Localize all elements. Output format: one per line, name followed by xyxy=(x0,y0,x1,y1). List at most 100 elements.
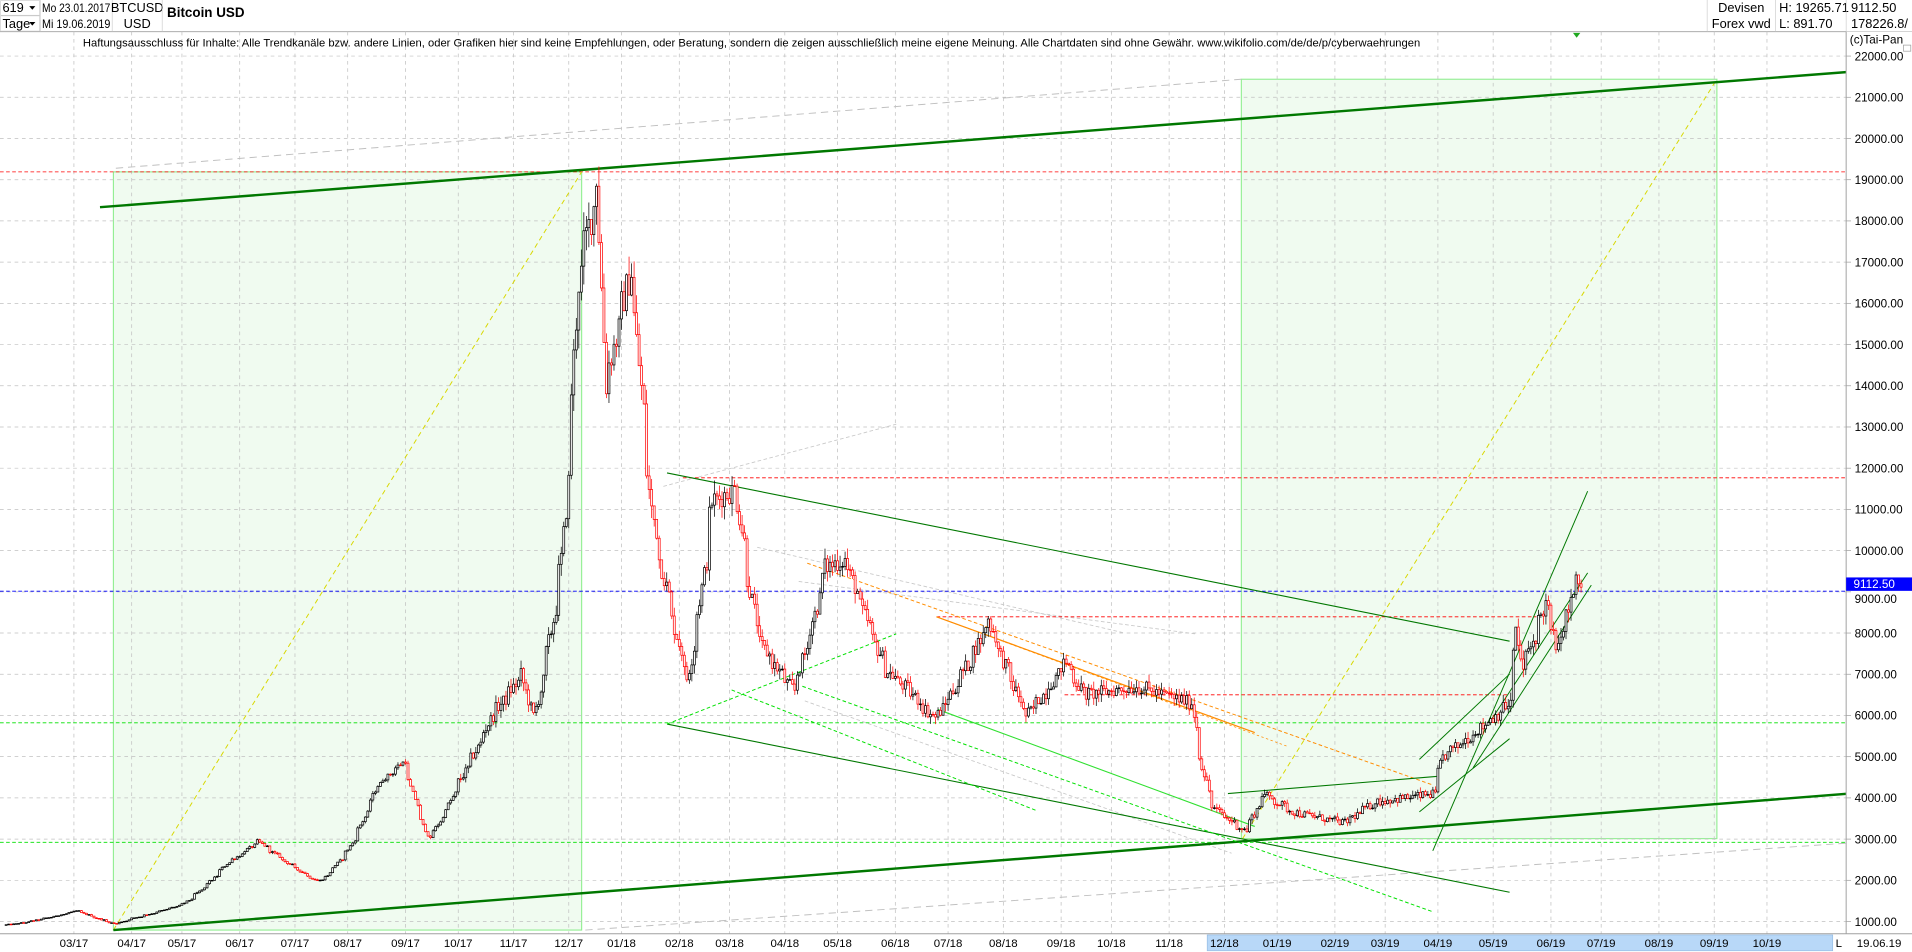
candle-body xyxy=(87,914,91,916)
candle-body xyxy=(1466,738,1470,744)
candle xyxy=(509,678,513,698)
candle-body xyxy=(1373,803,1377,809)
candle-body xyxy=(1273,798,1276,806)
candle xyxy=(577,291,581,349)
axis-scale-toggle[interactable] xyxy=(1903,44,1912,52)
candle xyxy=(921,699,925,717)
candle xyxy=(1074,678,1078,692)
candle xyxy=(507,681,510,707)
candle xyxy=(720,491,724,518)
candle-body xyxy=(72,910,76,913)
candle xyxy=(557,555,561,621)
candle-body xyxy=(268,845,272,853)
volume: 178226.8/ xyxy=(1851,16,1908,31)
visible-range-scrollbar[interactable] xyxy=(1206,934,1834,952)
candle-body xyxy=(107,921,111,924)
candle-body xyxy=(396,764,400,769)
candle xyxy=(655,519,659,540)
candle xyxy=(1009,662,1013,690)
candle-body xyxy=(544,646,548,676)
candle xyxy=(1388,798,1392,808)
candle-body xyxy=(168,907,171,910)
candle xyxy=(215,875,219,878)
candle xyxy=(117,922,121,925)
candle-body xyxy=(1333,816,1337,819)
candle-body xyxy=(1426,794,1430,796)
candle-body xyxy=(778,668,782,672)
candle xyxy=(946,692,950,711)
candle xyxy=(1393,794,1397,803)
candle-body xyxy=(1326,817,1329,822)
candle xyxy=(637,323,641,367)
candle xyxy=(863,600,867,611)
candle-body xyxy=(579,265,583,293)
candle-body xyxy=(562,526,566,554)
start-date[interactable]: Mo 23.01.2017 xyxy=(42,2,110,15)
scale-mode-label[interactable]: L xyxy=(1836,938,1842,950)
candle xyxy=(602,273,606,343)
candle xyxy=(39,918,43,921)
candle-body xyxy=(564,518,568,527)
candle-body xyxy=(984,627,988,634)
candle xyxy=(1544,593,1548,625)
candle-body xyxy=(723,492,726,508)
candle-body xyxy=(1049,688,1053,691)
candle-body xyxy=(718,495,721,500)
candle-body xyxy=(605,342,608,395)
candle-body xyxy=(1429,794,1432,798)
period-unit-dropdown[interactable]: Tage xyxy=(0,15,40,32)
candle-body xyxy=(650,489,654,507)
period-count-dropdown[interactable]: 619 xyxy=(0,0,40,16)
candle xyxy=(1408,794,1412,803)
candle-body xyxy=(1434,789,1437,793)
candle-body xyxy=(97,918,101,920)
time-axis[interactable]: 03/17 04/17 05/17 06/17 07/17 08/17 09/17 10/17… xyxy=(0,933,1912,952)
candle xyxy=(1022,698,1025,711)
candle-body xyxy=(1207,779,1211,792)
candle-body xyxy=(801,653,804,674)
y-tick-label: 12000.00 xyxy=(1855,462,1904,475)
candle xyxy=(308,875,312,879)
candle-body xyxy=(1529,646,1533,650)
candle xyxy=(29,920,33,923)
candle-body xyxy=(4,924,8,926)
grey-dashed xyxy=(757,546,1124,634)
candle xyxy=(1403,794,1407,802)
candle-body xyxy=(24,922,28,924)
candle xyxy=(539,690,543,709)
candle xyxy=(291,863,294,866)
candle xyxy=(1454,739,1457,752)
y-tick-label: 5000.00 xyxy=(1855,751,1898,764)
end-date[interactable]: Mi 19.06.2019 xyxy=(42,18,110,31)
candle-body xyxy=(411,785,415,792)
candle-body xyxy=(916,692,920,705)
candle-body xyxy=(926,705,930,718)
candle xyxy=(421,819,425,826)
candle-body xyxy=(1464,738,1467,744)
price-axis[interactable]: (c)Tai-Pan 22000.00 21000.00 20000.00 19000… xyxy=(1845,31,1912,952)
projection-diagonal xyxy=(1242,78,1718,839)
candle xyxy=(1562,626,1565,641)
candle xyxy=(1069,661,1073,671)
candle-body xyxy=(710,504,714,508)
candle xyxy=(1250,813,1254,825)
y-tick-label: 22000.00 xyxy=(1855,50,1904,63)
candle xyxy=(549,630,553,639)
candle-body xyxy=(1202,769,1206,778)
candle-body xyxy=(861,598,865,606)
candle-body xyxy=(140,916,144,918)
candle-body xyxy=(454,791,458,797)
candle-body xyxy=(1115,688,1118,696)
candle-body xyxy=(1315,816,1319,819)
candle xyxy=(1032,699,1035,714)
candle xyxy=(886,673,890,679)
candle xyxy=(434,825,437,832)
candle-body xyxy=(180,903,184,906)
candle-body xyxy=(429,835,432,838)
candle-body xyxy=(265,845,269,848)
candle xyxy=(873,631,877,643)
candle xyxy=(652,505,656,527)
candle xyxy=(765,639,769,657)
candle-body xyxy=(974,645,978,655)
candle-body xyxy=(293,863,297,868)
